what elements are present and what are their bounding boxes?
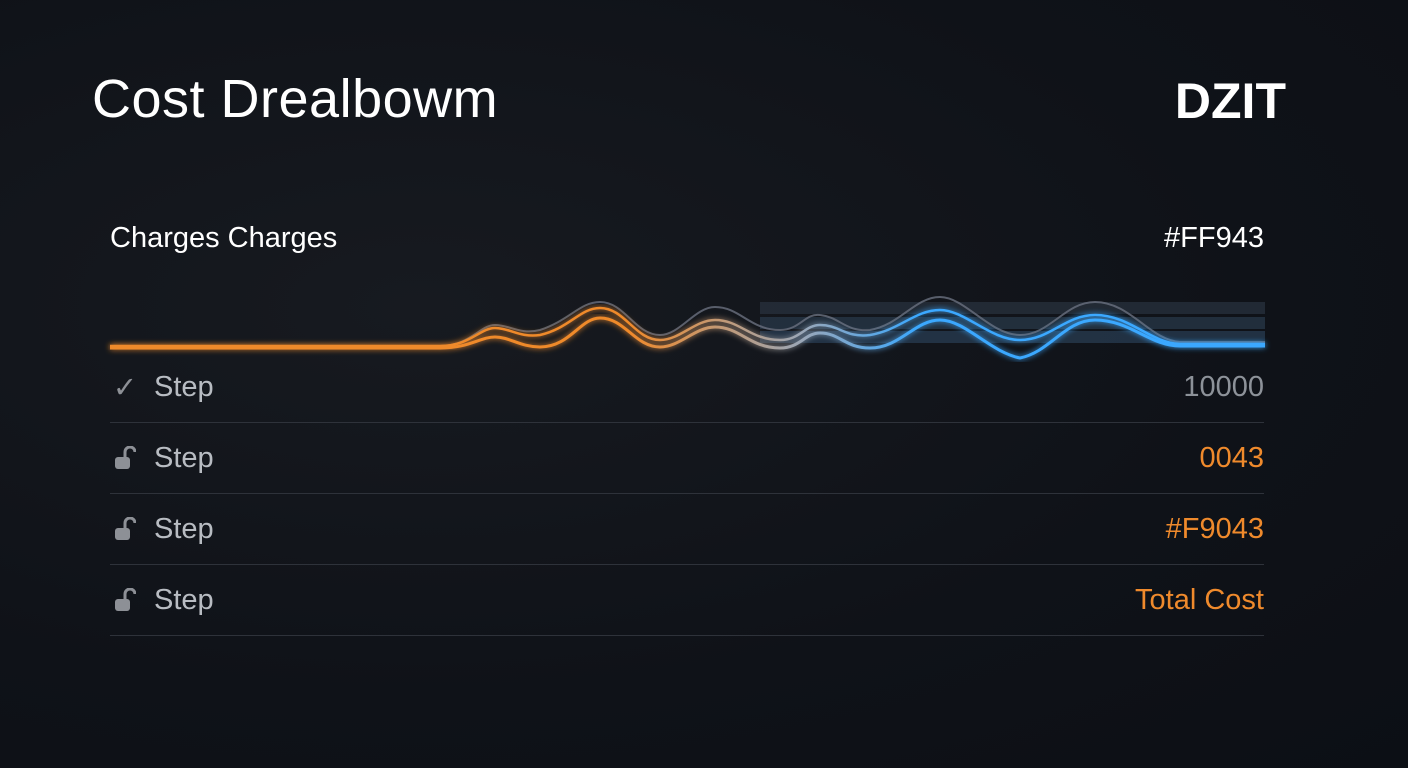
step-row[interactable]: Step 0043 <box>110 423 1264 494</box>
section-label: Charges Charges <box>110 222 338 254</box>
wave-line <box>110 306 1265 348</box>
band <box>760 302 1265 314</box>
unlock-icon <box>110 517 140 541</box>
step-label: Step <box>154 441 214 474</box>
step-label: Step <box>154 370 214 403</box>
step-label: Step <box>154 583 214 616</box>
step-value: 10000 <box>1183 370 1264 403</box>
steps-list: ✓ Step 10000 Step 0043 Step #F9043 Step T… <box>110 352 1264 636</box>
section-code: #FF943 <box>1164 222 1264 254</box>
brand-logo: DZIT <box>1174 73 1286 129</box>
wave-line <box>110 295 1265 347</box>
step-value: #F9043 <box>1165 512 1264 545</box>
step-row[interactable]: Step Total Cost <box>110 565 1264 636</box>
unlock-icon <box>110 588 140 612</box>
check-icon: ✓ <box>112 371 138 404</box>
page-title: Cost Drealbowm <box>92 69 499 129</box>
step-label: Step <box>154 512 214 545</box>
step-value: 0043 <box>1199 441 1264 474</box>
cost-waveform <box>110 295 1265 360</box>
step-row[interactable]: Step #F9043 <box>110 494 1264 565</box>
step-value: Total Cost <box>1135 583 1264 616</box>
wave-line <box>110 316 1265 360</box>
step-row[interactable]: ✓ Step 10000 <box>110 352 1264 423</box>
unlock-icon <box>110 446 140 470</box>
